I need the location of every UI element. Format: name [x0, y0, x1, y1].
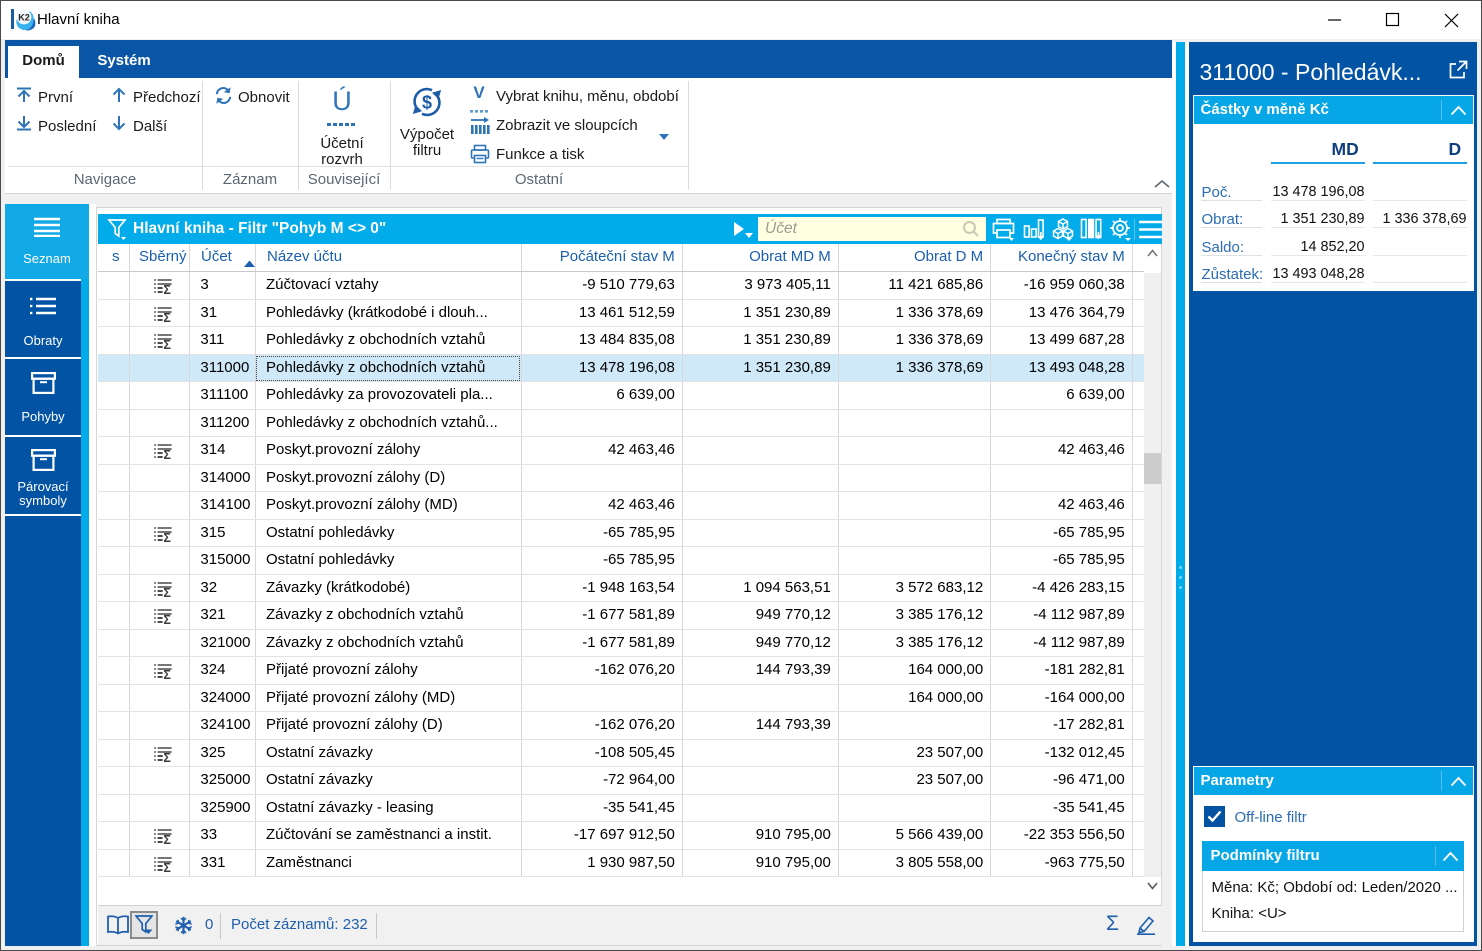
svg-text:Σ: Σ	[163, 531, 171, 542]
svg-text:Σ: Σ	[163, 283, 171, 294]
svg-text:Σ: Σ	[163, 448, 171, 459]
svg-text:Σ: Σ	[163, 311, 171, 322]
svg-text:Σ: Σ	[163, 338, 171, 349]
svg-text:Σ: Σ	[163, 861, 171, 872]
svg-text:K2: K2	[18, 13, 30, 23]
svg-text:Σ: Σ	[163, 833, 171, 844]
svg-text:Σ: Σ	[163, 613, 171, 624]
svg-text:$: $	[422, 93, 432, 113]
svg-text:Σ: Σ	[163, 668, 171, 679]
svg-text:Σ: Σ	[163, 586, 171, 597]
svg-text:Σ: Σ	[163, 751, 171, 762]
